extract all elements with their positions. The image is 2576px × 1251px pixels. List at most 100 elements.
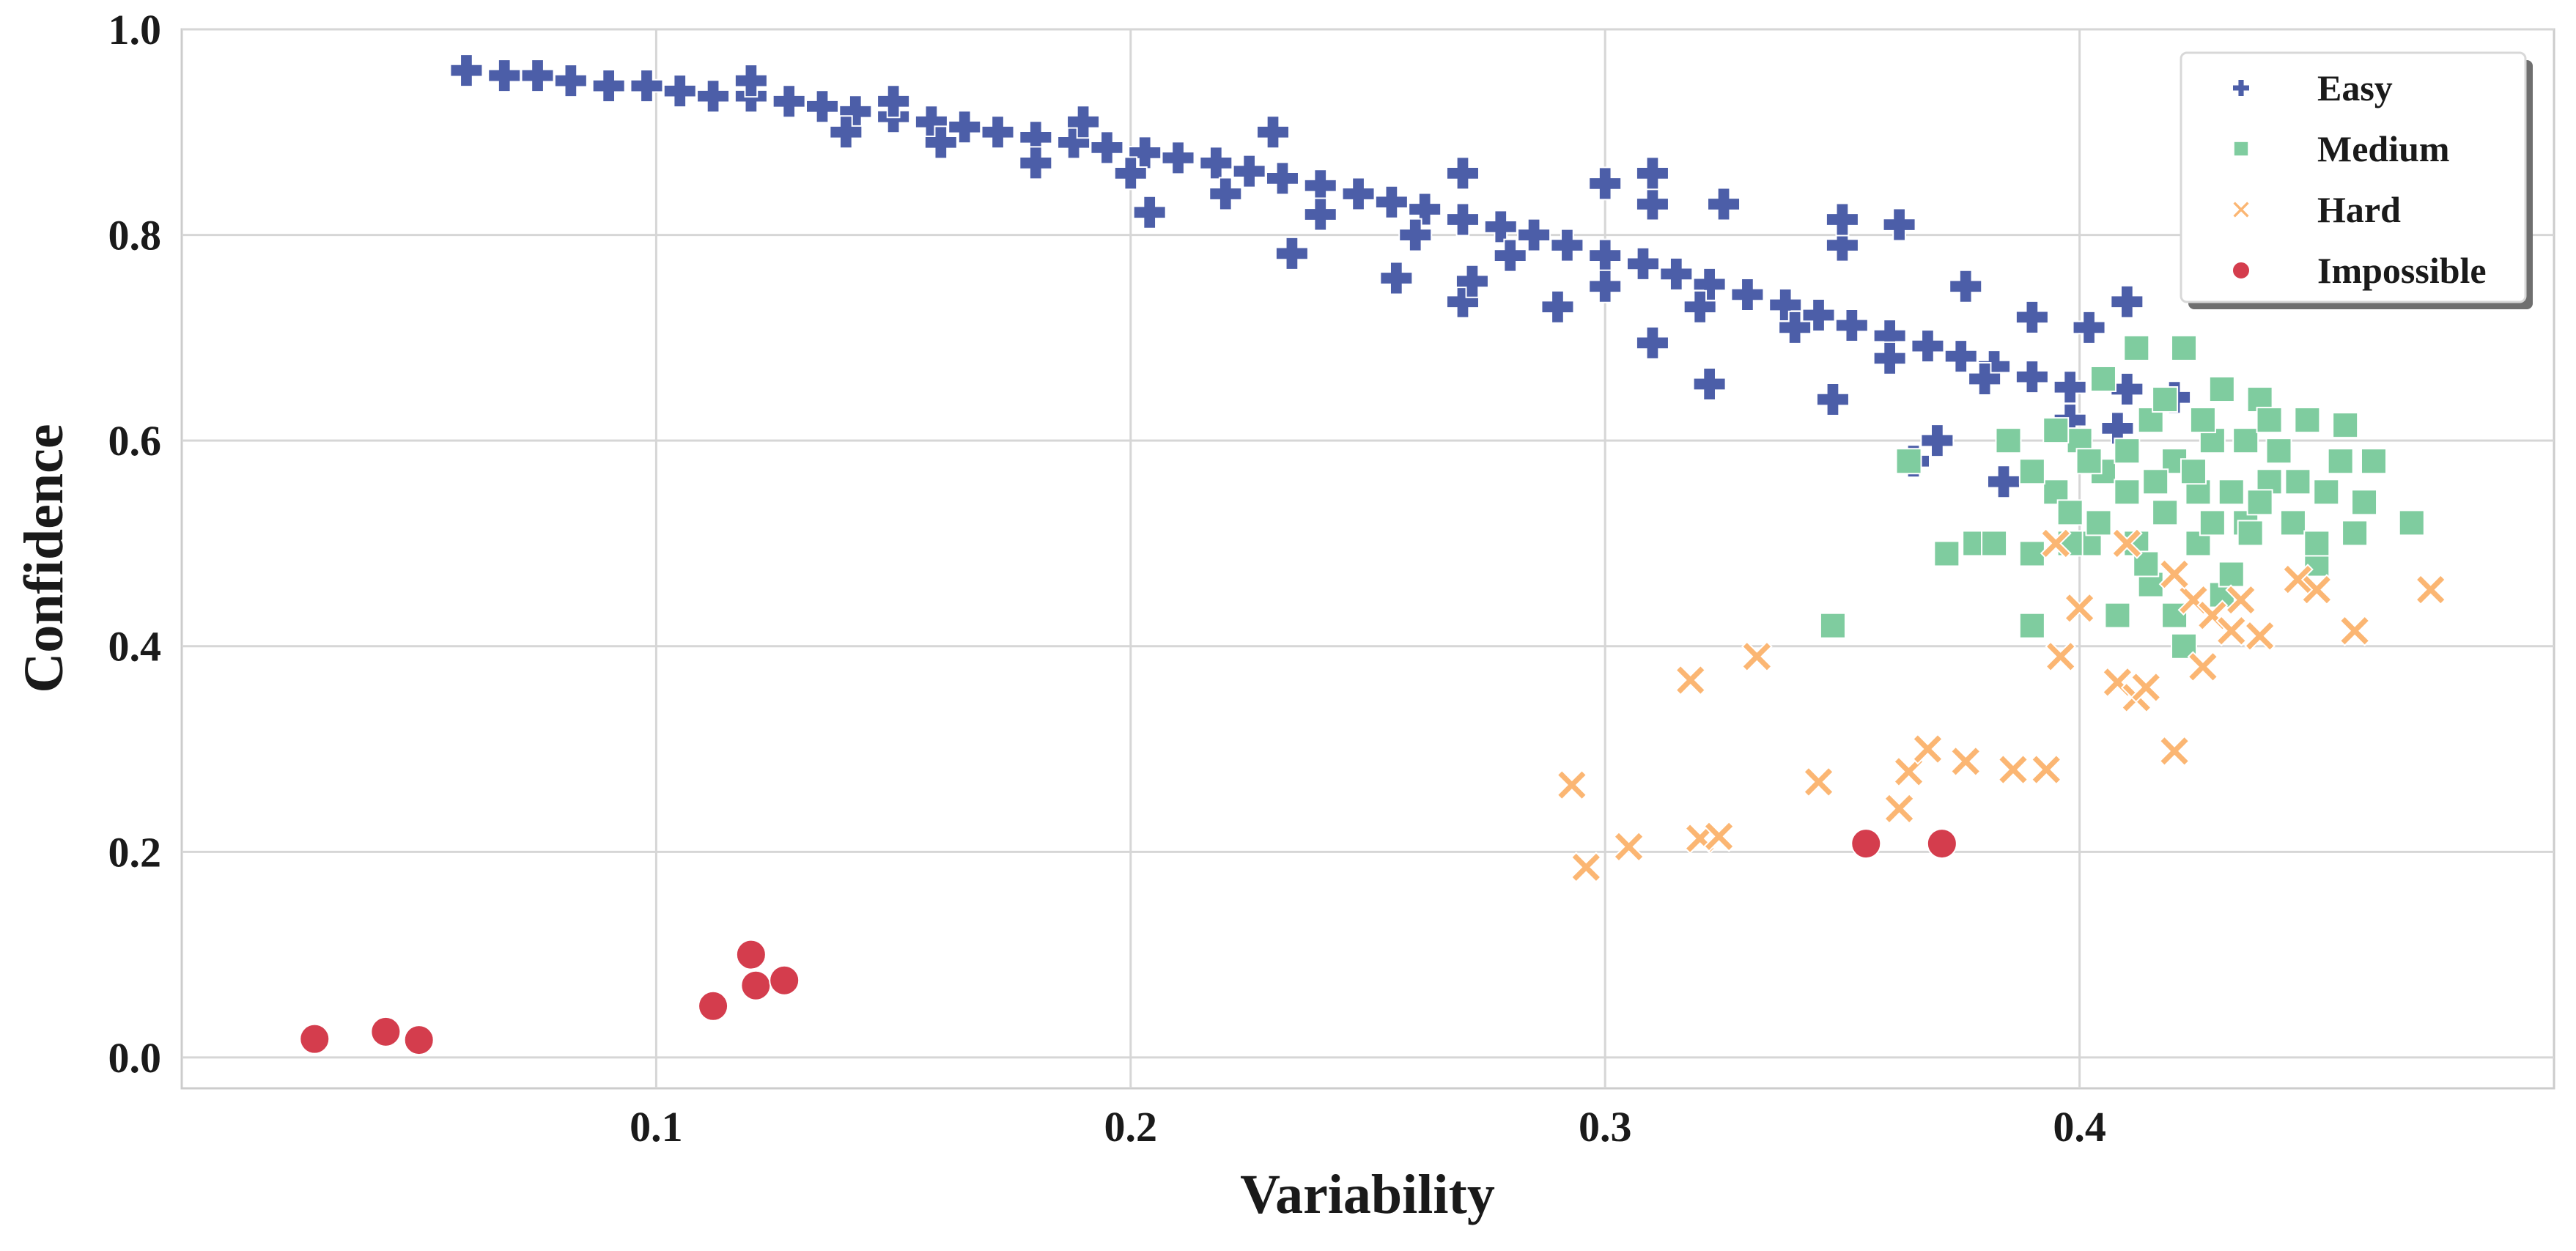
- medium-point: [1933, 540, 1960, 567]
- medium-point: [2208, 376, 2235, 403]
- easy-point: [1493, 238, 1527, 273]
- easy-point: [1374, 185, 1409, 219]
- legend-marker-impossible: [2232, 261, 2251, 280]
- medium-point: [2279, 509, 2306, 536]
- x-tick-labels: 0.1 0.2 0.3 0.4: [630, 1103, 2106, 1151]
- hard-point: [2187, 651, 2219, 683]
- impossible-point: [698, 990, 729, 1022]
- easy-point: [630, 69, 664, 103]
- hard-point: [2045, 641, 2077, 673]
- medium-point: [1981, 530, 2008, 557]
- legend-label-medium: Medium: [2317, 128, 2450, 169]
- easy-point: [1625, 246, 1660, 281]
- x-tick-label: 0.1: [630, 1103, 683, 1151]
- easy-point: [1161, 141, 1195, 175]
- easy-point: [1408, 192, 1442, 226]
- medium-point: [2104, 602, 2131, 629]
- easy-point: [1517, 218, 1551, 252]
- easy-point: [2015, 300, 2049, 334]
- medium-point: [2042, 417, 2070, 444]
- legend-label-easy: Easy: [2317, 67, 2393, 108]
- easy-point: [1303, 197, 1337, 232]
- easy-point: [1090, 130, 1124, 165]
- easy-point: [591, 69, 626, 103]
- medium-point: [2237, 520, 2264, 547]
- easy-point: [1834, 309, 1869, 343]
- medium-point: [2218, 479, 2245, 506]
- impossible-point: [769, 964, 800, 996]
- impossible-point: [1926, 828, 1957, 860]
- hard-point: [1893, 756, 1924, 788]
- hard-point: [2158, 558, 2191, 590]
- easy-point: [1588, 166, 1623, 201]
- medium-point: [2114, 438, 2141, 465]
- y-tick-label: 1.0: [108, 6, 162, 53]
- medium-point: [2284, 468, 2311, 495]
- easy-point: [2110, 284, 2144, 319]
- medium-point: [2171, 334, 2198, 361]
- easy-point: [1882, 207, 1916, 242]
- medium-point: [2398, 509, 2425, 536]
- medium-point: [2123, 334, 2150, 361]
- easy-point: [981, 115, 1015, 150]
- legend-label-impossible: Impossible: [2317, 250, 2487, 291]
- easy-point: [1872, 341, 1907, 375]
- hard-point: [1570, 851, 1602, 883]
- impossible-point: [299, 1023, 331, 1055]
- medium-point: [2137, 407, 2164, 434]
- easy-point: [1455, 264, 1489, 298]
- easy-point: [1550, 228, 1584, 262]
- hard-point: [1912, 733, 1944, 765]
- hard-point: [1556, 769, 1588, 801]
- easy-point: [1113, 156, 1148, 191]
- legend-marker-medium: [2232, 140, 2250, 158]
- easy-point: [1911, 329, 1945, 364]
- easy-point: [734, 64, 768, 98]
- easy-point: [1379, 261, 1414, 295]
- medium-point: [1995, 427, 2022, 454]
- easy-point: [2015, 360, 2049, 394]
- easy-point: [696, 79, 731, 114]
- medium-point: [2142, 468, 2169, 495]
- easy-point: [553, 64, 588, 98]
- easy-point: [1968, 361, 2002, 396]
- easy-point: [663, 74, 697, 108]
- easy-point: [1815, 383, 1850, 417]
- easy-point: [1635, 156, 1669, 191]
- easy-point: [1635, 325, 1669, 360]
- grid-lines: [182, 28, 2554, 1088]
- legend-marker-easy: [2232, 78, 2251, 97]
- medium-point: [2089, 365, 2116, 392]
- easy-point: [948, 110, 982, 144]
- easy-point: [1920, 424, 1955, 458]
- easy-point: [1778, 310, 1812, 344]
- medium-point: [2018, 458, 2045, 485]
- easy-point: [1232, 154, 1266, 188]
- hard-point: [2130, 671, 2162, 704]
- hard-point: [2339, 615, 2371, 647]
- y-tick-label: 0.6: [108, 417, 162, 465]
- medium-point: [2294, 407, 2321, 434]
- easy-point: [1683, 289, 1717, 324]
- easy-point: [1128, 136, 1162, 170]
- easy-point: [1635, 187, 1669, 221]
- easy-point: [923, 125, 958, 160]
- hard-point: [1741, 641, 1773, 673]
- medium-point: [2218, 561, 2245, 588]
- medium-point: [2246, 489, 2273, 516]
- easy-point: [1707, 187, 1741, 221]
- hard-point: [2300, 574, 2333, 606]
- easy-point: [1588, 269, 1623, 303]
- x-tick-label: 0.2: [1104, 1103, 1158, 1151]
- medium-point: [1895, 448, 1922, 475]
- hard-point: [1613, 830, 1645, 863]
- legend-label-hard: Hard: [2317, 189, 2401, 230]
- legend-marker-hard: [2231, 199, 2251, 220]
- hard-point: [2415, 574, 2447, 606]
- hard-point: [1997, 753, 2029, 786]
- easy-point: [487, 59, 522, 93]
- easy-point: [2072, 310, 2106, 344]
- medium-point: [2085, 509, 2112, 536]
- easy-point: [1825, 202, 1859, 237]
- y-tick-label: 0.4: [108, 623, 162, 671]
